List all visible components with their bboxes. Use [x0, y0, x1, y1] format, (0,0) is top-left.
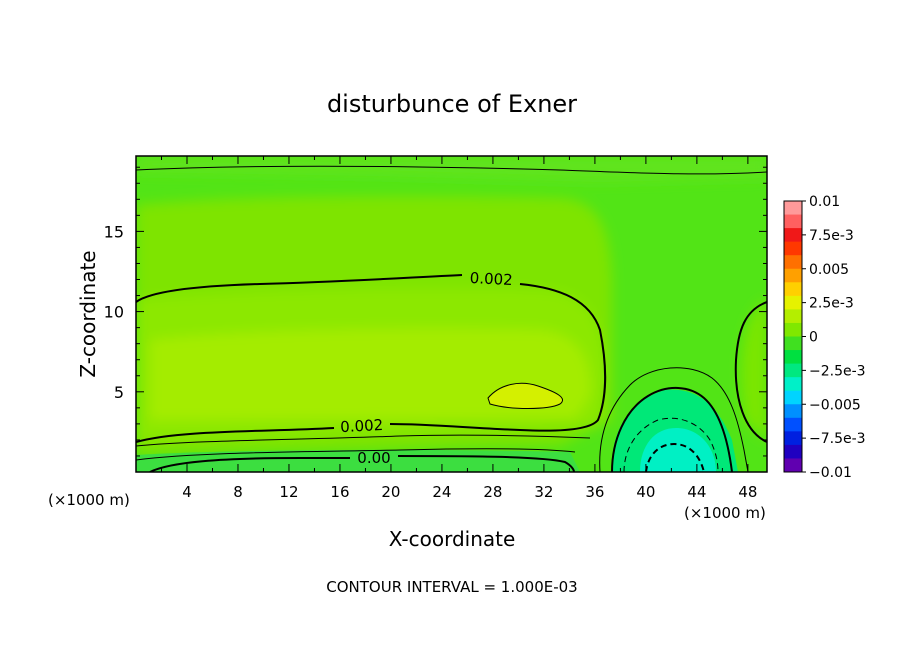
- x-unit-left: (×1000 m): [48, 491, 130, 509]
- colorbar-swatch: [784, 417, 802, 432]
- contour-field: [136, 156, 767, 472]
- contour-line-thin-1: [136, 434, 591, 447]
- colorbar-swatch: [784, 363, 802, 378]
- colorbar-swatch: [784, 268, 802, 283]
- colorbar-label: −7.5e-3: [809, 431, 866, 447]
- y-tick-label: 15: [104, 222, 124, 241]
- contour-line-0.002-upper: [136, 274, 607, 443]
- x-tick-label: 8: [233, 483, 243, 501]
- field-right-lobe: [741, 300, 767, 440]
- colorbar-swatch: [784, 282, 802, 297]
- contour-line-0.00: [149, 455, 575, 472]
- x-unit-right: (×1000 m): [684, 504, 766, 522]
- colorbar-swatch: [784, 228, 802, 243]
- colorbar-label: 0.005: [809, 262, 849, 278]
- x-tick-label: 40: [636, 483, 655, 501]
- contour-line-top: [136, 165, 767, 175]
- colorbar-swatch: [784, 377, 802, 392]
- contour-line-peak: [487, 382, 563, 409]
- colorbar-swatch: [784, 214, 802, 229]
- contour-label: 0.00: [357, 449, 390, 467]
- contour-label: 0.002: [469, 269, 513, 289]
- contour-line-0.002-right: [734, 301, 767, 443]
- contour-labels: 0.002 0.002 0.00: [340, 269, 513, 467]
- colorbar-swatch: [784, 444, 802, 459]
- contour-line-negative: [623, 417, 719, 472]
- colorbar-label: 2.5e-3: [809, 296, 854, 312]
- contour-line-negative-core: [645, 442, 705, 472]
- chart-title: disturbunce of Exner: [327, 90, 577, 118]
- colorbar-swatch: [784, 350, 802, 365]
- x-tick-label: 12: [279, 483, 298, 501]
- colorbar-swatch: [784, 390, 802, 405]
- contour-line-zero-right: [611, 387, 733, 472]
- colorbar-label: −0.01: [809, 465, 852, 481]
- contour-interval: CONTOUR INTERVAL = 1.000E-03: [326, 578, 577, 596]
- colorbar-swatch: [784, 431, 802, 446]
- x-tick-label: 24: [432, 483, 451, 501]
- x-tick-label: 4: [182, 483, 192, 501]
- colorbar-swatch: [784, 458, 802, 473]
- contour-lines: [136, 165, 767, 472]
- field-negative-core: [640, 428, 716, 472]
- colorbar-swatch: [784, 322, 802, 337]
- colorbar-swatch: [784, 336, 802, 351]
- x-tick-label: 48: [738, 483, 757, 501]
- colorbar-label: 0.01: [809, 194, 840, 210]
- x-tick-label: 20: [381, 483, 400, 501]
- colorbar-swatch: [784, 241, 802, 256]
- contour-line-thin-2: [136, 448, 576, 461]
- x-tick-label: 44: [687, 483, 706, 501]
- colorbar-label: −0.005: [809, 397, 861, 413]
- x-tick-label: 16: [330, 483, 349, 501]
- colorbar-label: 0: [809, 330, 818, 346]
- colorbar-swatch: [784, 255, 802, 270]
- field-peak: [488, 383, 563, 409]
- colorbar: 0.01 7.5e-3 0.005 2.5e-3 0 −2.5e-3 −0.005 −7.5e…: [783, 194, 866, 481]
- colorbar-swatch: [784, 404, 802, 419]
- y-tick-label: 10: [104, 303, 124, 322]
- colorbar-swatch: [784, 309, 802, 324]
- colorbar-swatch: [784, 201, 802, 216]
- x-axis-title: X-coordinate: [389, 527, 516, 551]
- y-tick-label: 5: [114, 383, 124, 402]
- y-axis: 5 10 15: [104, 166, 767, 457]
- colorbar-label: −2.5e-3: [809, 363, 866, 379]
- colorbar-swatch: [784, 295, 802, 310]
- field-top-band: [136, 156, 767, 182]
- x-tick-label: 32: [534, 483, 553, 501]
- x-tick-label: 28: [483, 483, 502, 501]
- x-axis: 4 8 12 16 20 24 28 32 36 40 44 48: [160, 156, 757, 501]
- colorbar-label: 7.5e-3: [809, 228, 854, 244]
- plot-frame: [135, 155, 768, 473]
- y-axis-title: Z-coordinate: [76, 250, 100, 377]
- contour-label: 0.002: [340, 416, 384, 436]
- field-core-layer: [150, 328, 591, 420]
- contour-line-zero-right-outer: [599, 367, 749, 472]
- x-tick-label: 36: [585, 483, 604, 501]
